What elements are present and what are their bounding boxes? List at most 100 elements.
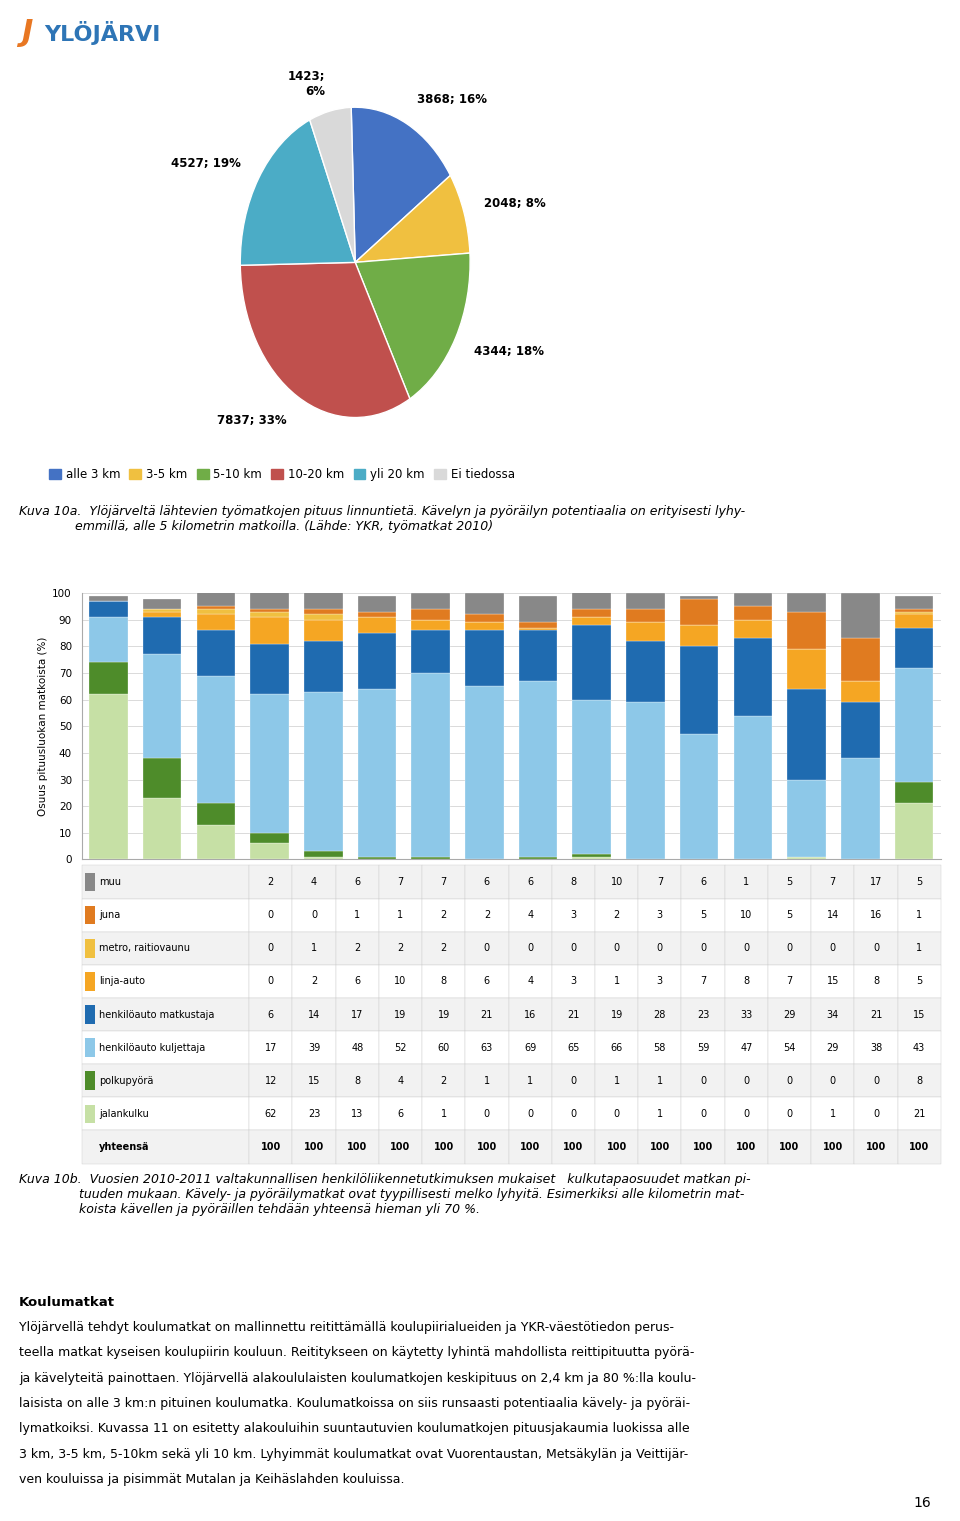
Text: 19: 19 [395,1010,407,1019]
Text: 66: 66 [611,1042,623,1053]
Bar [572,608,612,618]
Text: 0: 0 [484,1109,490,1119]
Text: 1: 1 [657,1075,662,1086]
Text: henkilöauto matkustaja: henkilöauto matkustaja [99,1010,214,1019]
Text: 3868; 16%: 3868; 16% [417,93,487,105]
Text: 6: 6 [397,1109,403,1119]
Bar [768,1097,811,1130]
Bar [509,865,552,899]
Text: 100: 100 [650,1142,670,1151]
Text: 2: 2 [268,878,274,887]
Text: 15: 15 [308,1075,321,1086]
Bar [82,1031,250,1065]
Text: 0: 0 [873,1075,879,1086]
Text: 4344; 18%: 4344; 18% [473,345,543,357]
Bar [466,964,509,998]
Text: 7: 7 [700,976,707,987]
Text: 0: 0 [570,1109,576,1119]
Bar [143,759,181,799]
Text: 52: 52 [395,1042,407,1053]
Bar [811,1031,854,1065]
Text: Ylöjärvellä tehdyt koulumatkat on mallinnettu reitittämällä koulupiirialueiden j: Ylöjärvellä tehdyt koulumatkat on mallin… [19,1322,674,1334]
Bar [811,1097,854,1130]
Text: 100: 100 [823,1142,843,1151]
Text: 21: 21 [567,1010,580,1019]
Bar [518,622,558,628]
Bar [336,1097,379,1130]
Bar [638,899,682,932]
Bar [336,932,379,964]
Bar [768,899,811,932]
Text: 10: 10 [395,976,407,987]
Text: 0: 0 [743,1109,750,1119]
Text: 2: 2 [397,943,403,954]
Bar [787,779,826,856]
Bar [293,1031,336,1065]
Bar [638,1130,682,1164]
Bar [336,899,379,932]
Bar [251,643,289,694]
Text: 47: 47 [740,1042,753,1053]
Bar [358,856,396,859]
Bar [898,1065,941,1097]
Bar [251,832,289,843]
Bar [768,865,811,899]
Bar [304,852,343,856]
Bar [733,621,772,639]
Bar [293,865,336,899]
Bar [304,642,343,692]
Bar [82,1097,250,1130]
Bar [898,1031,941,1065]
Bar [411,856,450,859]
Text: 1: 1 [657,1109,662,1119]
Text: 48: 48 [351,1042,363,1053]
Bar [682,1130,725,1164]
Wedge shape [240,262,410,418]
Bar [379,1065,422,1097]
Text: 1423;
6%: 1423; 6% [288,70,325,97]
Text: 4527; 19%: 4527; 19% [171,157,241,170]
Bar [733,715,772,859]
Text: 100: 100 [260,1142,281,1151]
Text: 0: 0 [743,943,750,954]
Bar [841,593,879,639]
Text: 100: 100 [434,1142,454,1151]
Text: 16: 16 [914,1495,931,1510]
Text: 1: 1 [916,910,923,920]
Bar [466,865,509,899]
Bar [895,668,933,782]
Bar [304,614,343,621]
Bar [293,1097,336,1130]
Bar [638,865,682,899]
Text: J: J [21,18,33,47]
Text: muu: muu [99,878,121,887]
Text: 69: 69 [524,1042,537,1053]
Bar [518,596,558,622]
Text: 1: 1 [484,1075,490,1086]
Bar [422,899,466,932]
Text: 62: 62 [265,1109,276,1119]
Text: 29: 29 [827,1042,839,1053]
Bar [465,614,504,622]
Text: 1: 1 [613,976,619,987]
Bar [898,932,941,964]
Text: 0: 0 [268,976,274,987]
Bar [143,611,181,618]
Bar [787,689,826,779]
Bar [466,932,509,964]
Bar [411,608,450,621]
Bar [422,964,466,998]
Bar [725,932,768,964]
Text: jalankulku: jalankulku [99,1109,149,1119]
Text: 8: 8 [354,1075,360,1086]
Text: 100: 100 [304,1142,324,1151]
Text: 54: 54 [783,1042,796,1053]
Text: 10: 10 [740,910,753,920]
Bar [82,932,250,964]
Text: 0: 0 [268,943,274,954]
Wedge shape [351,108,450,262]
Text: 21: 21 [481,1010,493,1019]
Bar [895,803,933,859]
Bar [336,1130,379,1164]
Bar [854,865,898,899]
